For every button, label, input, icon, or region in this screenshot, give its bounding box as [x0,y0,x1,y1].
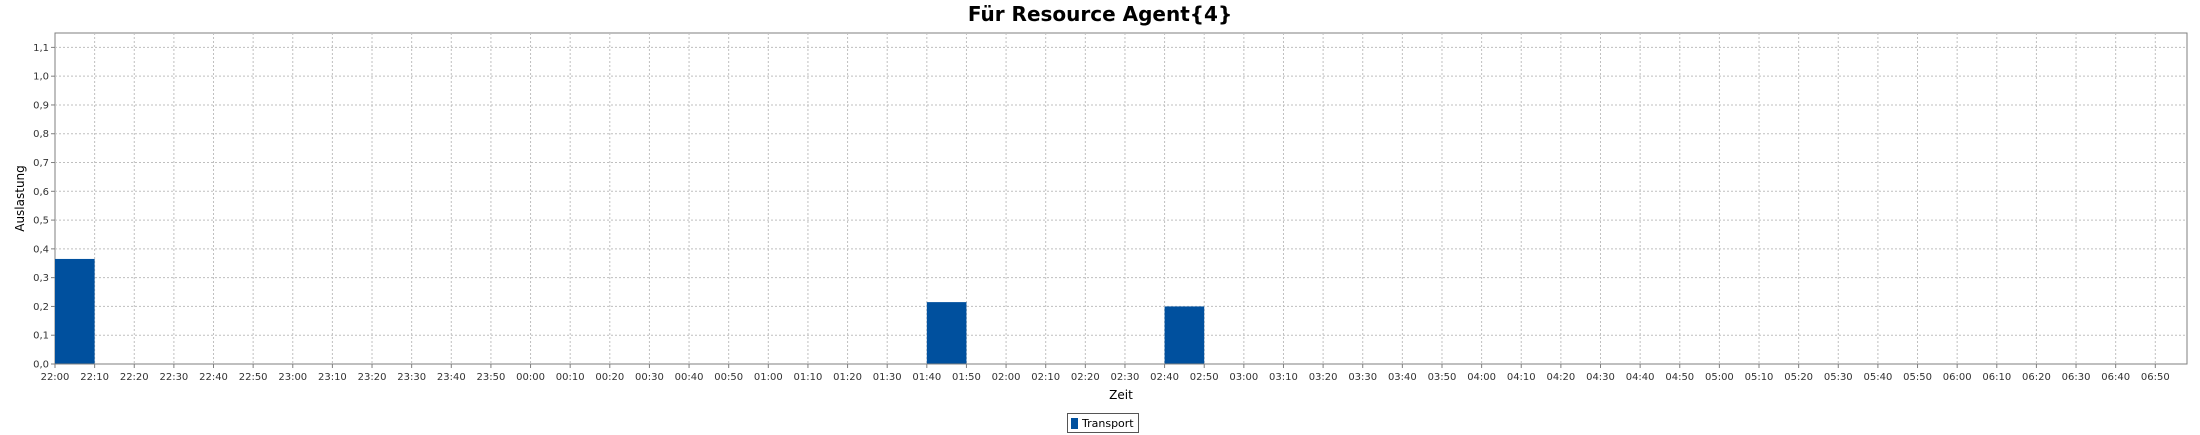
legend-label-transport: Transport [1082,416,1134,430]
bar-transport [926,302,967,364]
x-axis-label: Zeit [1109,388,1133,402]
y-tick-label: 0,7 [33,158,49,169]
x-tick-label: 02:10 [1031,372,1060,383]
x-tick-label: 05:00 [1705,372,1734,383]
y-tick-label: 0,1 [33,331,49,342]
x-tick-label: 03:30 [1348,372,1377,383]
x-tick-label: 04:40 [1626,372,1655,383]
x-tick-label: 01:50 [952,372,981,383]
grid-lines [55,33,2187,364]
chart-title: Für Resource Agent{4} [967,2,1233,26]
x-tick-label: 22:40 [199,372,228,383]
plot-area [54,32,2188,365]
x-tick-label: 23:30 [397,372,426,383]
x-tick-label: 00:10 [556,372,585,383]
x-tick-label: 05:10 [1745,372,1774,383]
x-tick-label: 06:00 [1943,372,1972,383]
x-tick-label: 23:50 [476,372,505,383]
x-tick-label: 06:10 [1982,372,2011,383]
x-tick-label: 04:20 [1546,372,1575,383]
y-tick-label: 0,8 [33,129,49,140]
x-tick-label: 01:30 [873,372,902,383]
x-tick-label: 03:20 [1309,372,1338,383]
y-tick-label: 0,5 [33,216,49,227]
y-tick-label: 0,0 [33,360,49,371]
x-tick-label: 02:30 [1111,372,1140,383]
x-tick-label: 23:00 [278,372,307,383]
y-tick-label: 1,0 [33,72,49,83]
x-tick-label: 23:20 [358,372,387,383]
x-tick-label: 03:40 [1388,372,1417,383]
x-tick-label: 00:20 [595,372,624,383]
x-tick-label: 06:30 [2062,372,2091,383]
x-tick-label: 23:40 [437,372,466,383]
x-tick-label: 03:10 [1269,372,1298,383]
x-tick-label: 01:10 [794,372,823,383]
x-tick-label: 01:00 [754,372,783,383]
bar-transport [55,258,95,364]
y-axis-label: Auslastung [13,165,27,232]
y-tick-label: 0,6 [33,187,49,198]
x-tick-label: 23:10 [318,372,347,383]
x-tick-label: 05:50 [1903,372,1932,383]
x-axis-ticks: 22:00 22:10 22:20 22:30 22:40 22:50 23:00 23:10… [41,364,2170,383]
x-tick-label: 22:30 [159,372,188,383]
x-tick-label: 01:40 [912,372,941,383]
legend: Transport [1067,413,1139,433]
x-tick-label: 01:20 [833,372,862,383]
y-tick-label: 1,1 [33,43,49,54]
x-tick-label: 00:40 [675,372,704,383]
x-tick-label: 03:50 [1428,372,1457,383]
x-tick-label: 22:00 [41,372,70,383]
y-tick-label: 0,3 [33,273,49,284]
x-tick-label: 02:50 [1190,372,1219,383]
x-tick-label: 00:00 [516,372,545,383]
legend-swatch-transport [1071,417,1078,429]
x-tick-label: 05:30 [1824,372,1853,383]
x-tick-label: 00:50 [714,372,743,383]
y-tick-label: 0,4 [33,244,49,255]
y-axis-ticks: 0,0 0,1 0,2 0,3 0,4 0,5 0,6 0,7 0,8 0,9 1,0 1,1 [33,43,55,371]
x-tick-label: 22:20 [120,372,149,383]
x-tick-label: 22:10 [80,372,109,383]
x-tick-label: 05:40 [1863,372,1892,383]
x-tick-label: 02:40 [1150,372,1179,383]
x-tick-label: 04:50 [1665,372,1694,383]
x-tick-label: 04:00 [1467,372,1496,383]
x-tick-label: 05:20 [1784,372,1813,383]
x-tick-label: 00:30 [635,372,664,383]
x-tick-label: 04:30 [1586,372,1615,383]
x-tick-label: 02:20 [1071,372,1100,383]
x-tick-label: 02:00 [992,372,1021,383]
x-tick-label: 04:10 [1507,372,1536,383]
x-tick-label: 06:20 [2022,372,2051,383]
bar-layer [55,258,1205,364]
y-tick-label: 0,9 [33,100,49,111]
y-tick-label: 0,2 [33,302,49,313]
x-tick-label: 22:50 [239,372,268,383]
x-tick-label: 03:00 [1229,372,1258,383]
x-tick-label: 06:40 [2101,372,2130,383]
x-tick-label: 06:50 [2141,372,2170,383]
bar-transport [1164,306,1205,364]
